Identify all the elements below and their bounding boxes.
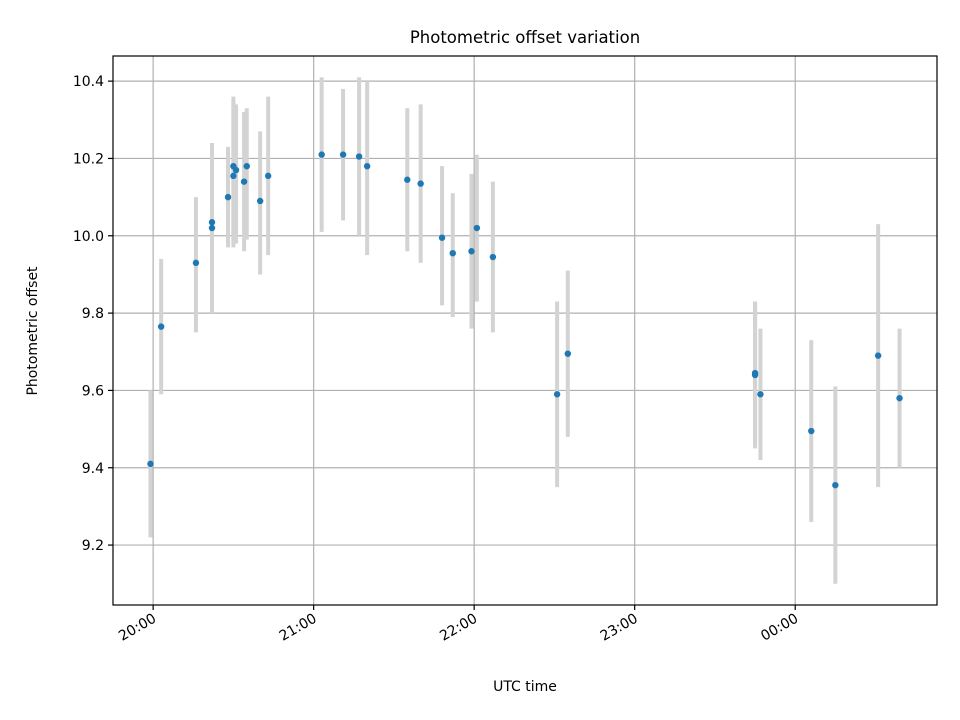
grid-layer [113,56,937,605]
data-point [318,151,325,158]
data-point [808,427,815,435]
plot-frame [112,55,938,606]
y-tick-label: 9.2 [82,538,104,554]
y-axis-ticks: 9.2 9.4 9.6 9.8 10.0 10.2 10.4 [73,74,113,554]
data-point [243,162,250,170]
y-tick-label: 9.8 [82,306,104,322]
data-point [208,219,216,226]
data-point [417,180,424,187]
data-point [355,153,363,160]
data-point [757,391,764,398]
y-tick-label: 9.4 [82,461,104,477]
data-point [264,172,272,180]
chart-title: Photometric offset variation [410,28,640,47]
data-point [339,151,347,158]
data-point [192,259,200,267]
data-point [157,323,165,330]
data-point [232,166,240,174]
data-point [896,394,903,402]
data-point [468,248,475,255]
data-point [473,224,481,232]
y-axis-label: Photometric offset [25,266,41,396]
data-point [256,197,264,205]
y-tick-label: 10.0 [73,229,104,245]
data-point [230,172,237,180]
y-tick-label: 10.2 [73,151,104,167]
data-point [751,371,759,379]
data-point [553,391,561,398]
data-point [438,234,446,241]
data-point [208,224,216,232]
data-point [240,178,248,185]
data-point [147,460,154,468]
data-point [224,193,232,201]
y-tick-label: 10.4 [73,74,104,90]
data-point-layer [147,151,903,489]
data-point [489,253,497,261]
data-point [363,162,371,170]
y-tick-label: 9.6 [82,383,104,399]
data-point [832,481,839,489]
data-point [449,249,456,257]
x-axis-label: UTC time [493,679,557,695]
data-point [404,176,411,183]
data-point [874,352,882,359]
data-point [564,350,572,357]
